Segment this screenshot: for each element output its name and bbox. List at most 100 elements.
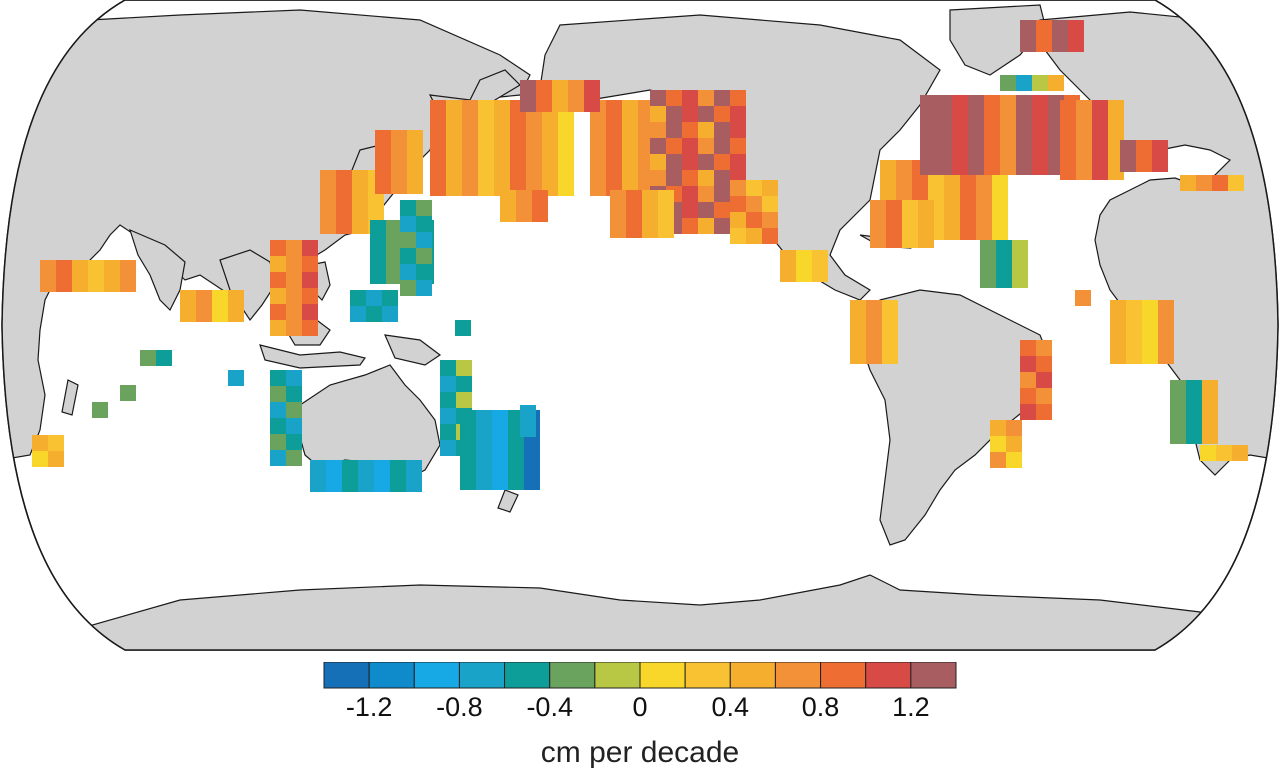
trend-cell — [1020, 356, 1036, 372]
trend-cell — [568, 96, 584, 112]
trend-cell — [400, 248, 416, 264]
trend-cell — [40, 260, 56, 276]
trend-cell — [416, 280, 432, 296]
trend-cell — [714, 218, 730, 234]
trend-cell — [952, 143, 968, 159]
trend-cell — [984, 95, 1000, 111]
trend-cell — [1158, 348, 1174, 364]
trend-cell — [1000, 111, 1016, 127]
trend-cell — [88, 276, 104, 292]
trend-cell — [714, 154, 730, 170]
trend-cell — [516, 206, 532, 222]
trend-cell — [928, 176, 944, 192]
trend-cell — [1152, 156, 1168, 172]
trend-cell — [870, 200, 886, 216]
colorbar-bin — [774, 662, 822, 689]
trend-cell — [1032, 127, 1048, 143]
trend-cell — [1212, 175, 1228, 191]
trend-cell — [642, 206, 658, 222]
trend-cell — [508, 442, 524, 458]
trend-cell — [526, 132, 542, 148]
trend-cell — [1076, 100, 1092, 116]
trend-cell — [1170, 380, 1186, 396]
trend-cell — [1036, 20, 1052, 36]
trend-cell — [1020, 36, 1036, 52]
trend-cell — [952, 95, 968, 111]
trend-cell — [120, 276, 136, 292]
trend-cell — [302, 256, 318, 272]
trend-cell — [968, 143, 984, 159]
trend-cell — [1068, 20, 1084, 36]
trend-cell — [48, 451, 64, 467]
trend-cell — [302, 240, 318, 256]
trend-cell — [386, 268, 402, 284]
trend-cell — [762, 196, 778, 212]
trend-cell — [526, 116, 542, 132]
trend-cell — [996, 256, 1012, 272]
trend-cell — [866, 316, 882, 332]
trend-cell — [494, 132, 510, 148]
trend-cell — [992, 176, 1008, 192]
colorbar-bin — [820, 662, 867, 689]
trend-cell — [430, 164, 446, 180]
trend-cell — [391, 146, 407, 162]
trend-cell — [460, 426, 476, 442]
colorbar — [323, 662, 957, 689]
trend-cell — [1108, 100, 1124, 116]
trend-cell — [920, 95, 936, 111]
trend-cell — [1170, 396, 1186, 412]
trend-cell — [1216, 445, 1232, 461]
trend-cell — [407, 146, 423, 162]
trend-cell — [698, 186, 714, 202]
trend-cell — [302, 304, 318, 320]
trend-cell — [968, 95, 984, 111]
trend-cell — [1000, 127, 1016, 143]
trend-cell — [386, 220, 402, 236]
trend-cell — [1048, 75, 1064, 91]
trend-cell — [850, 316, 866, 332]
trend-cell — [352, 202, 368, 218]
colorbar-bin — [458, 662, 506, 689]
trend-cell — [270, 304, 286, 320]
trend-cell — [460, 410, 476, 426]
trend-cell — [1092, 132, 1108, 148]
trend-cell — [1170, 428, 1186, 444]
trend-cell — [920, 143, 936, 159]
trend-cell — [508, 458, 524, 474]
trend-cell — [228, 370, 244, 386]
trend-cell — [796, 266, 812, 282]
trend-cell — [552, 80, 568, 96]
trend-cell — [990, 436, 1006, 452]
trend-cell — [1060, 164, 1076, 180]
trend-cell — [32, 451, 48, 467]
trend-cell — [698, 170, 714, 186]
trend-cell — [430, 100, 446, 116]
trend-cell — [658, 190, 674, 206]
trend-cell — [370, 252, 386, 268]
trend-cell — [462, 164, 478, 180]
trend-cell — [1006, 420, 1022, 436]
trend-cell — [302, 320, 318, 336]
trend-cell — [698, 90, 714, 106]
trend-cell — [880, 160, 896, 176]
trend-cell — [72, 276, 88, 292]
trend-cell — [960, 208, 976, 224]
trend-cell — [610, 190, 626, 206]
trend-cell — [1126, 300, 1142, 316]
trend-cell — [406, 460, 422, 476]
trend-cell — [918, 232, 934, 248]
trend-cell — [1036, 388, 1052, 404]
trend-cell — [886, 232, 902, 248]
trend-cell — [1120, 156, 1136, 172]
trend-cell — [416, 200, 432, 216]
trend-cell — [526, 164, 542, 180]
trend-cell — [1020, 388, 1036, 404]
trend-cell — [336, 170, 352, 186]
trend-cell — [902, 232, 918, 248]
trend-cell — [476, 426, 492, 442]
trend-cell — [440, 376, 456, 392]
trend-cell — [952, 127, 968, 143]
trend-cell — [476, 458, 492, 474]
trend-cell — [622, 164, 638, 180]
trend-cell — [1036, 356, 1052, 372]
